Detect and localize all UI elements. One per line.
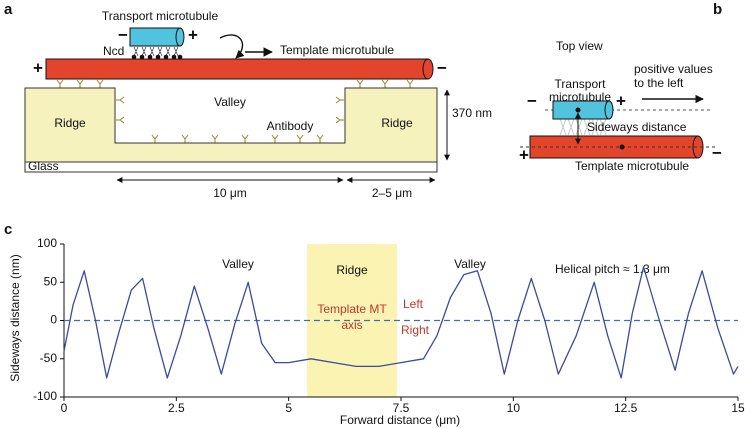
sign: −: [527, 91, 537, 110]
template-mt: [45, 58, 429, 80]
label: Ncd: [103, 44, 124, 58]
mt-end: [422, 58, 434, 80]
panel-label: b: [713, 1, 722, 18]
ncd-motors: [131, 46, 183, 60]
annotation: Left: [403, 297, 424, 311]
trace: [63, 266, 739, 379]
annotation: Helical pitch ≈ 1.3 μm: [555, 262, 670, 276]
label: Valley: [214, 95, 246, 109]
sign: −: [712, 143, 722, 162]
x-tick-label: 5: [285, 401, 292, 415]
y-axis-label: Sideways distance (nm): [8, 254, 22, 381]
y-tick-label: 0: [50, 313, 57, 327]
label: Ridge: [381, 116, 413, 130]
label: Template microtubule: [280, 43, 394, 57]
center-dot: [575, 107, 581, 113]
x-axis-label: Forward distance (μm): [340, 413, 460, 427]
sign: +: [188, 25, 198, 44]
label: to the left: [634, 76, 684, 90]
sign: +: [616, 91, 626, 110]
x-tick-label: 10: [507, 401, 521, 415]
sign: +: [519, 145, 529, 164]
label: Glass: [28, 159, 59, 173]
antibodies: [56, 79, 414, 143]
ridge-band: [307, 244, 397, 397]
transport-mt: [552, 100, 610, 120]
annotation: Right: [401, 323, 430, 337]
label: positive values: [634, 62, 713, 76]
y-tick-label: -50: [40, 351, 58, 365]
sign: −: [437, 58, 447, 77]
sign: −: [118, 25, 128, 44]
label: Antibody: [267, 119, 314, 133]
center-dot: [619, 144, 625, 150]
y-tick-label: -100: [33, 389, 57, 403]
y-tick-label: 100: [37, 236, 57, 250]
annotation: Template MT: [317, 302, 387, 316]
annotation: axis: [341, 318, 362, 332]
x-tick-label: 12.5: [614, 401, 638, 415]
y-tick-label: 50: [44, 274, 58, 288]
label: 10 μm: [213, 186, 247, 200]
sign: +: [33, 58, 43, 77]
glass: [24, 161, 438, 173]
panel-label: c: [4, 221, 12, 238]
label: Template microtubule: [575, 159, 689, 173]
label: Transport microtubule: [102, 9, 219, 23]
rotation-arrow: [219, 34, 245, 59]
label: 2–5 μm: [372, 186, 412, 200]
x-tick-label: 15: [731, 401, 745, 415]
label: Sideways distance: [587, 120, 687, 134]
mt-end: [604, 100, 614, 120]
annotation: Valley: [222, 257, 254, 271]
transport-mt: [129, 27, 181, 47]
label: Ridge: [54, 116, 86, 130]
label: 370 nm: [452, 106, 492, 120]
x-tick-label: 2.5: [168, 401, 185, 415]
x-tick-label: 0: [61, 401, 68, 415]
panel-label: a: [4, 1, 13, 18]
annotation: Valley: [454, 257, 486, 271]
label: Transport: [555, 77, 607, 91]
x-tick-label: 7.5: [393, 401, 410, 415]
mt-end: [175, 27, 185, 47]
annotation: Ridge: [336, 263, 368, 277]
label: Top view: [556, 39, 603, 53]
